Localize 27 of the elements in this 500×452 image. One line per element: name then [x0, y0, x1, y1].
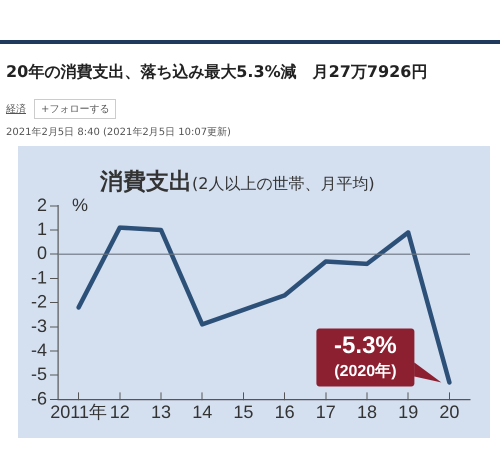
- x-tick-label: 20: [439, 402, 460, 422]
- x-tick-label: 12: [110, 402, 130, 422]
- chart-subtitle: (2人以上の世帯、月平均): [192, 174, 375, 193]
- x-tick-label: 16: [274, 402, 295, 422]
- y-axis-title: %: [72, 194, 88, 215]
- y-tick-label: -4: [30, 340, 48, 360]
- y-tick-label: -2: [30, 292, 48, 312]
- text: +フォローする: [34, 99, 116, 119]
- x-tick-label: 19: [398, 402, 418, 422]
- text: 20年の消費支出、落ち込み最大5.3%減 月27万7926円: [6, 62, 428, 83]
- chart-title: 消費支出: [100, 169, 192, 195]
- y-tick-label: 0: [36, 243, 48, 264]
- x-tick-label: 2011年: [50, 402, 107, 422]
- y-tick-label: -1: [30, 267, 48, 288]
- y-tick-label: -3: [30, 316, 48, 336]
- annotation: -5.3% (2020年): [334, 332, 397, 380]
- y-tick-label: 1: [36, 218, 48, 239]
- x-tick-label: 15: [233, 402, 254, 422]
- y-tick-label: -6: [30, 388, 48, 408]
- y-tick-label: 2: [36, 194, 48, 215]
- x-tick-label: 14: [192, 402, 212, 422]
- text: 2021年2月5日 8:40 (2021年2月5日 10:07更新): [6, 126, 231, 139]
- x-tick-label: 17: [316, 402, 336, 422]
- x-tick-label: 13: [150, 402, 172, 422]
- x-tick-label: 18: [356, 402, 378, 422]
- text: 経済: [6, 102, 26, 116]
- y-tick-label: -5: [30, 364, 48, 384]
